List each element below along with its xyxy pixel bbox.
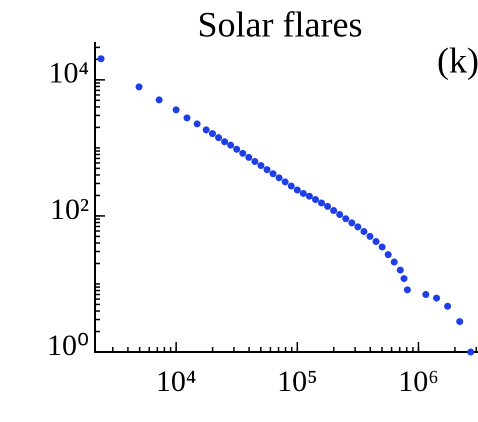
point (444, 302, 452, 310)
point (360, 228, 368, 236)
point (396, 266, 404, 274)
point (135, 83, 143, 91)
point (215, 134, 223, 142)
point (281, 178, 289, 186)
point (245, 153, 253, 161)
point (366, 232, 374, 240)
panel-label: (k) (437, 40, 478, 80)
y-tick-label: 10⁰ (47, 329, 89, 362)
point (318, 199, 326, 207)
point (390, 258, 398, 266)
chart-title: Solar flares (198, 4, 363, 44)
point (263, 166, 271, 174)
point (233, 145, 241, 153)
point (311, 196, 319, 204)
point (467, 348, 475, 356)
point (293, 186, 301, 194)
point (433, 294, 441, 302)
x-tick-label: 10⁶ (398, 365, 438, 398)
point (221, 138, 229, 146)
point (193, 120, 201, 128)
point (208, 130, 216, 138)
point (275, 174, 283, 182)
point (202, 126, 210, 134)
point (97, 55, 105, 63)
point (183, 114, 191, 122)
point (172, 106, 180, 114)
point (384, 251, 392, 259)
point (372, 238, 380, 246)
point (342, 215, 350, 223)
y-tick-label: 10⁴ (49, 57, 89, 90)
y-tick-label: 10² (50, 193, 89, 226)
point (330, 207, 338, 215)
x-tick-label: 10⁵ (277, 365, 317, 398)
point (422, 291, 430, 299)
point (155, 96, 163, 104)
point (324, 202, 332, 210)
point (456, 318, 464, 326)
point (257, 162, 265, 170)
point (336, 210, 344, 218)
point (287, 182, 295, 190)
point (227, 141, 235, 149)
point (403, 286, 411, 294)
point (348, 219, 356, 227)
point (239, 149, 247, 157)
x-tick-label: 10⁴ (156, 365, 196, 398)
point (299, 189, 307, 197)
point (378, 243, 386, 251)
point (354, 223, 362, 231)
point (269, 170, 277, 178)
point (400, 275, 408, 283)
point (251, 157, 259, 165)
point (305, 192, 313, 200)
